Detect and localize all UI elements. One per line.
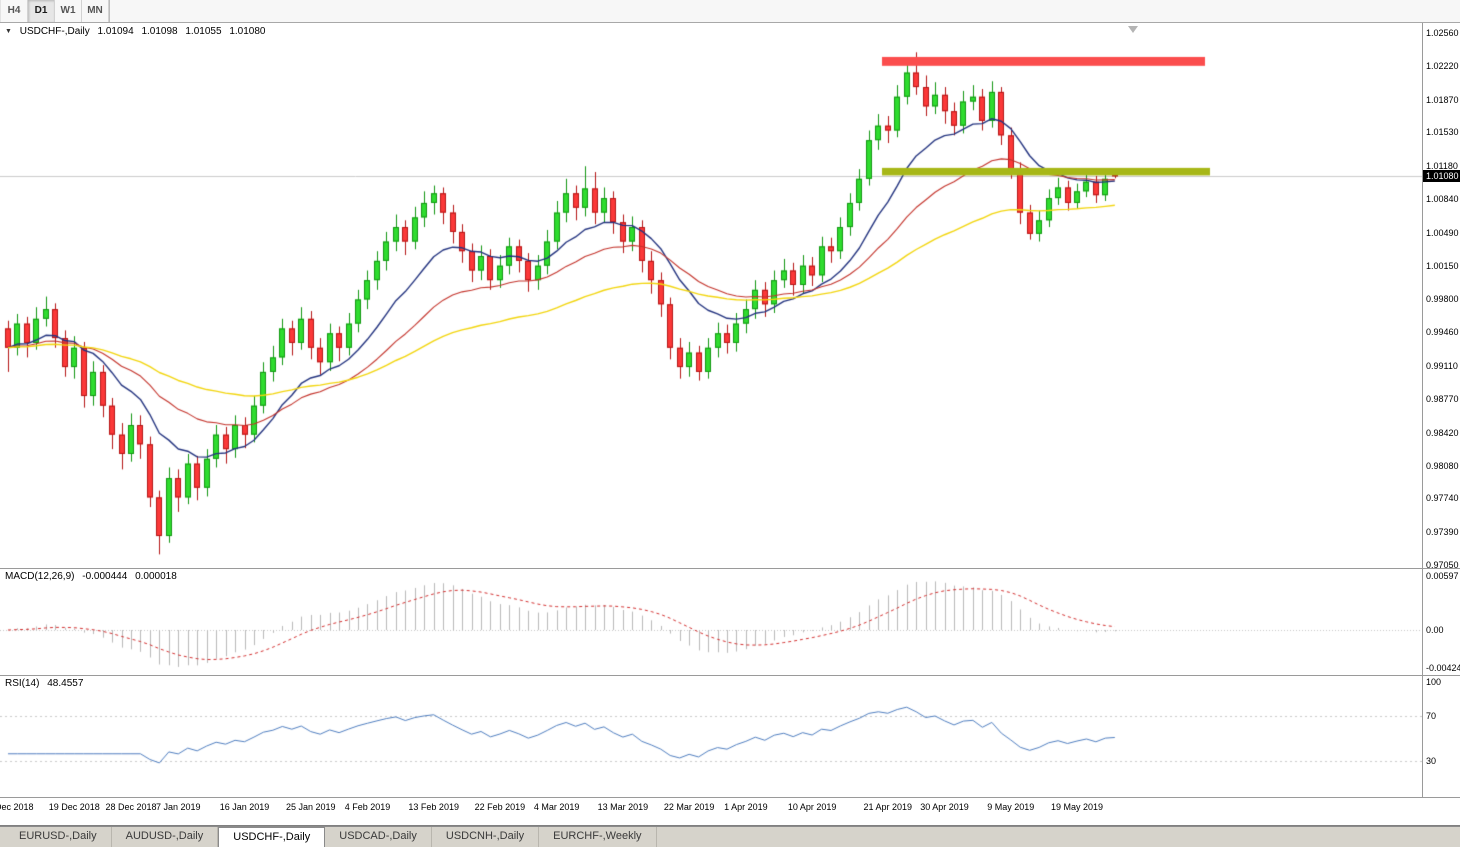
timeframe-button-d1[interactable]: D1 [28,0,55,22]
date-axis-label: 13 Mar 2019 [597,802,649,812]
chart-tab-usdchf[interactable]: USDCHF-,Daily [218,827,326,847]
chart-shift-marker[interactable] [1128,26,1138,33]
date-axis-label: 25 Jan 2019 [285,802,336,812]
timeframe-button-group: H4 D1 W1 MN [0,0,110,22]
pane-separator [0,675,1460,676]
price-pane: ▼ USDCHF-,Daily 1.01094 1.01098 1.01055 … [0,23,1460,568]
date-axis-label: 19 Dec 2018 [48,802,100,812]
date-axis-label: 1 Apr 2019 [724,802,768,812]
price-axis-label: 1.00150 [1426,260,1459,271]
price-chart-canvas[interactable] [0,23,1422,568]
legend-open: 1.01094 [97,26,134,37]
price-axis-label: 0.99800 [1426,294,1459,305]
chart-tab-usdcad[interactable]: USDCAD-,Daily [325,827,432,847]
price-axis-label: 0.99110 [1426,361,1458,372]
date-axis-label: 13 Feb 2019 [408,802,459,812]
macd-title: MACD(12,26,9) [5,571,75,582]
date-axis-label: 30 Apr 2019 [920,802,969,812]
rsi-axis-label: 70 [1426,710,1437,721]
timeframe-button-mn[interactable]: MN [82,0,109,22]
date-axis-label: 4 Feb 2019 [344,802,391,812]
price-axis-label: 1.01180 [1426,161,1458,172]
chart-tab-eurusd[interactable]: EURUSD-,Daily [5,827,112,847]
date-axis-label: 9 May 2019 [987,802,1035,812]
price-axis-label: 1.01530 [1426,127,1459,138]
date-axis-label: 16 Jan 2019 [219,802,270,812]
price-axis-label: 1.02220 [1426,60,1459,71]
price-axis-label: 0.98770 [1426,393,1459,404]
date-axis-label: 10 Dec 2018 [0,802,34,812]
date-axis-label: 10 Apr 2019 [787,802,837,812]
price-axis-column: 1.02560 1.02220 1.01870 1.01530 1.01180 1.008… [1423,23,1460,825]
macd-signal-value: 0.000018 [135,571,177,582]
macd-legend: MACD(12,26,9) -0.000444 0.000018 [5,571,182,582]
rsi-title: RSI(14) [5,678,40,689]
rsi-legend: RSI(14) 48.4557 [5,678,88,689]
rsi-canvas[interactable] [0,675,1422,797]
price-axis-label: 1.00490 [1426,227,1459,238]
chart-tab-usdcnh[interactable]: USDCNH-,Daily [432,827,540,847]
macd-main-value: -0.000444 [82,571,128,582]
price-axis-label: 0.98080 [1426,460,1459,471]
date-axis-label: 22 Mar 2019 [663,802,715,812]
legend-high: 1.01098 [141,26,178,37]
current-price-badge: 1.01080 [1423,169,1460,182]
date-axis-label: 28 Dec 2018 [105,802,157,812]
price-axis-label: 0.99460 [1426,327,1459,338]
legend-close: 1.01080 [229,26,266,37]
macd-canvas[interactable] [0,568,1422,675]
macd-axis-label: 0.00597 [1426,571,1459,582]
timeframe-button-h4[interactable]: H4 [1,0,28,22]
rsi-axis-label: 100 [1426,677,1442,687]
price-axis-label: 0.97740 [1426,493,1459,504]
chart-tab-audusd[interactable]: AUDUSD-,Daily [112,827,219,847]
pane-separator [0,568,1460,569]
pane-separator [0,797,1460,798]
chart-legend: ▼ USDCHF-,Daily 1.01094 1.01098 1.01055 … [5,26,270,37]
timeframe-toolbar: H4 D1 W1 MN [0,0,1460,23]
price-axis-label: 1.00840 [1426,194,1459,205]
chart-window: ▼ USDCHF-,Daily 1.01094 1.01098 1.01055 … [0,23,1460,826]
legend-collapse-icon[interactable]: ▼ [5,28,12,35]
date-axis-label: 21 Apr 2019 [863,802,913,812]
date-axis-label: 4 Mar 2019 [533,802,580,812]
timeframe-button-w1[interactable]: W1 [55,0,82,22]
legend-low: 1.01055 [185,26,222,37]
rsi-value: 48.4557 [47,678,84,689]
macd-axis-label: 0.00 [1426,625,1444,635]
date-axis-label: 7 Jan 2019 [155,802,201,812]
chart-tab-bar: EURUSD-,Daily AUDUSD-,Daily USDCHF-,Daily U… [0,826,1460,847]
chart-tab-eurchf[interactable]: EURCHF-,Weekly [539,827,657,847]
macd-pane: MACD(12,26,9) -0.000444 0.000018 [0,568,1460,675]
date-axis-label: 19 May 2019 [1050,802,1103,812]
price-axis-label: 0.97390 [1426,527,1459,538]
price-axis-label: 0.97050 [1426,560,1459,570]
price-axis-label: 1.01870 [1426,94,1459,105]
legend-symbol: USDCHF-,Daily [19,26,90,37]
rsi-pane: RSI(14) 48.4557 [0,675,1460,797]
price-axis-label: 0.98420 [1426,427,1459,438]
price-axis-label: 1.02560 [1426,28,1459,38]
macd-axis-label: -0.00424 [1426,663,1460,674]
axis-separator [1422,23,1423,797]
rsi-axis-label: 30 [1426,756,1437,767]
date-axis-label: 22 Feb 2019 [474,802,526,812]
